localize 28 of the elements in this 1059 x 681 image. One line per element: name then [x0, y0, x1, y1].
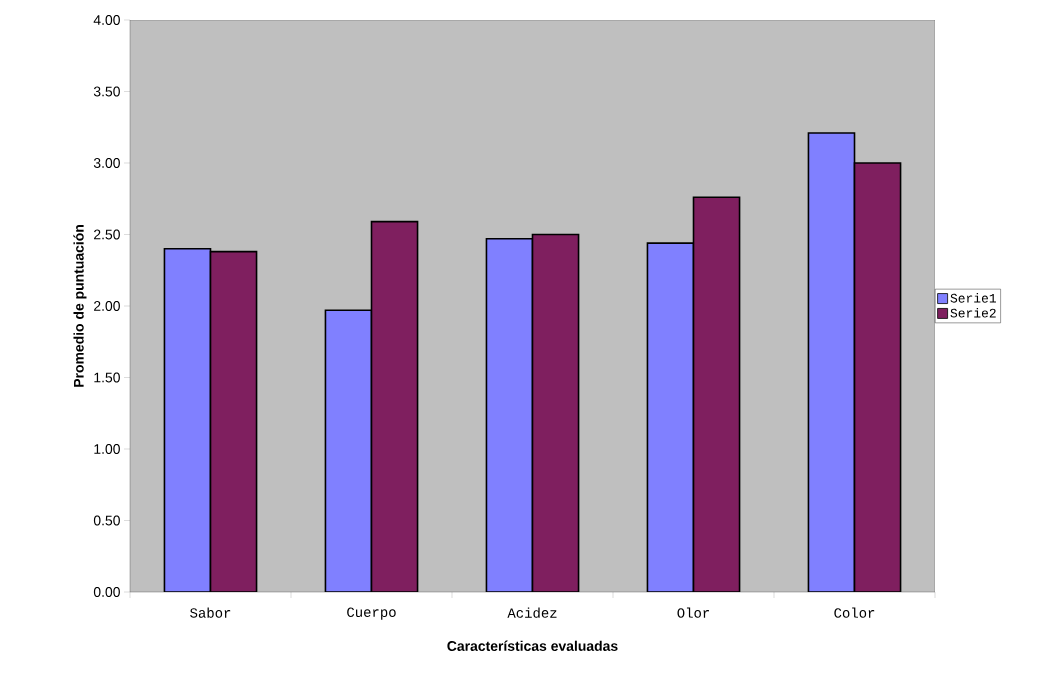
- y-tick-label: 2.50: [94, 229, 120, 240]
- y-tick-label: 3.00: [93, 158, 120, 168]
- y-tick-label: 3.50: [93, 86, 120, 97]
- x-tick-label: Olor: [677, 607, 709, 618]
- bar: [163, 248, 212, 592]
- legend-label: Serie1: [950, 293, 996, 303]
- bar: [370, 220, 419, 592]
- y-tick-label: 0.00: [93, 587, 120, 597]
- bar: [646, 242, 695, 592]
- x-tick-label: Acidez: [507, 607, 557, 618]
- bar: [485, 237, 534, 592]
- legend-label: Serie2: [950, 307, 996, 318]
- y-tick-label: 0.50: [93, 515, 120, 526]
- y-axis-title: Promedio de puntuación: [73, 225, 87, 387]
- bar: [209, 250, 258, 592]
- bar: [324, 309, 373, 592]
- y-tick-label: 4.00: [93, 15, 120, 25]
- x-axis-title: Características evaluadas: [447, 640, 618, 651]
- bar: [692, 196, 741, 592]
- bar: [807, 132, 856, 592]
- x-tick-label: Color: [834, 607, 875, 618]
- y-tick-label: 1.00: [94, 444, 120, 454]
- y-tick-label: 1.50: [94, 372, 120, 383]
- x-tick-label: Sabor: [190, 607, 231, 618]
- bar: [853, 162, 902, 592]
- x-tick-label: Cuerpo: [347, 607, 396, 620]
- bar: [531, 233, 580, 592]
- y-tick-label: 2.00: [94, 301, 120, 311]
